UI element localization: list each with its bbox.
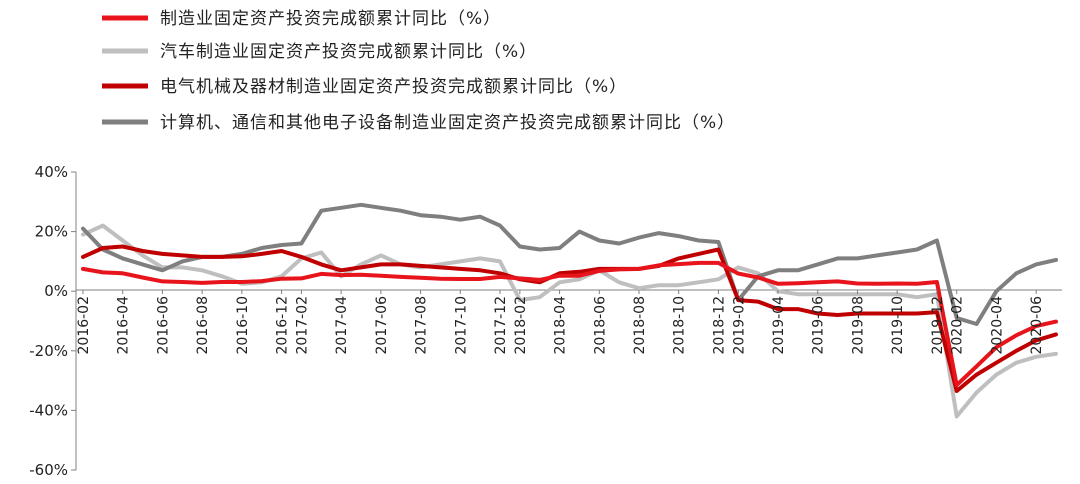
- y-tick-label: -60%: [29, 461, 68, 479]
- x-tick-label: 2018-04: [553, 296, 569, 355]
- x-tick-label: 2017-12: [493, 296, 509, 355]
- x-tick-label: 2016-10: [235, 296, 251, 355]
- series-lines: [81, 202, 1058, 419]
- series-line-4: [81, 202, 1058, 326]
- legend-label-4: 计算机、通信和其他电子设备制造业固定资产投资完成额累计同比（%）: [160, 113, 735, 133]
- axes: 40% 20% 0% -20% -40% -60%: [29, 163, 1062, 479]
- x-tick-label: 2018-10: [672, 296, 688, 355]
- x-tick-label: 2019-06: [811, 296, 827, 355]
- legend-label-1: 制造业固定资产投资完成额累计同比（%）: [160, 9, 501, 29]
- x-tick-label: 2016-06: [155, 296, 171, 355]
- x-tick-label: 2018-06: [592, 296, 608, 355]
- x-tick-label: 2016-08: [195, 296, 211, 355]
- x-tick-label: 2016-12: [275, 296, 291, 355]
- x-tick-label: 2017-02: [294, 296, 310, 355]
- x-tick-label: 2018-02: [513, 296, 529, 355]
- x-tick-label: 2019-10: [890, 296, 906, 355]
- legend-label-3: 电气机械及器材制造业固定资产投资完成额累计同比（%）: [160, 77, 627, 97]
- x-tick-label: 2017-06: [374, 296, 390, 355]
- y-tick-label: -20%: [29, 342, 68, 360]
- x-tick-label: 2017-10: [453, 296, 469, 355]
- y-tick-label: 40%: [35, 163, 68, 181]
- x-tick-label: 2020-02: [950, 296, 966, 355]
- x-tick-label: 2019-08: [850, 296, 866, 355]
- series-line-3: [81, 244, 1058, 393]
- legend: 制造业固定资产投资完成额累计同比（%） 汽车制造业固定资产投资完成额累计同比（%）…: [102, 9, 735, 133]
- x-tick-labels: 2016-02 2016-04 2016-06 2016-08 2016-10 2016-…: [76, 290, 1045, 355]
- x-tick-label: 2019-02: [731, 296, 747, 355]
- x-tick-label: 2019-12: [930, 296, 946, 355]
- x-tick-label: 2017-04: [334, 296, 350, 355]
- x-tick-label: 2020-06: [1029, 296, 1045, 355]
- x-tick-label: 2018-12: [711, 296, 727, 355]
- y-tick-label: -40%: [29, 401, 68, 419]
- x-tick-label: 2018-08: [632, 296, 648, 355]
- series-line-1: [81, 260, 1058, 388]
- x-tick-label: 2017-08: [414, 296, 430, 355]
- x-tick-label: 2016-04: [116, 296, 132, 355]
- x-tick-label: 2016-02: [76, 296, 92, 355]
- y-tick-label: 20%: [35, 223, 68, 241]
- x-tick-label: 2020-04: [989, 296, 1005, 355]
- y-tick-label: 0%: [44, 282, 68, 300]
- legend-label-2: 汽车制造业固定资产投资完成额累计同比（%）: [160, 42, 537, 62]
- x-tick-label: 2019-04: [771, 296, 787, 355]
